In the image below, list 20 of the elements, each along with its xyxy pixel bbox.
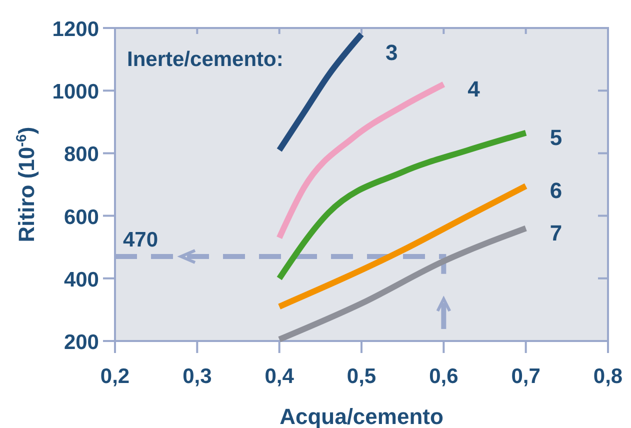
ref-line-label: 470	[123, 228, 158, 252]
y-tick-label: 400	[64, 268, 99, 292]
y-tick-label: 600	[64, 206, 99, 229]
series-label: 5	[550, 124, 562, 150]
y-tick-label: 800	[64, 143, 99, 166]
series-label: 7	[550, 220, 562, 246]
series-label: 3	[386, 40, 398, 65]
y-tick-label: 1200	[52, 18, 99, 41]
x-tick-label: 0,4	[264, 365, 294, 388]
x-tick-label: 0,7	[511, 365, 540, 388]
x-tick-label: 0,3	[182, 365, 212, 388]
y-tick-label: 200	[64, 331, 99, 354]
x-tick-label: 0,5	[346, 365, 376, 388]
x-tick-label: 0,2	[100, 365, 130, 388]
annotation: Inerte/cemento:	[127, 48, 284, 71]
x-tick-label: 0,8	[593, 365, 623, 388]
series-label: 4	[468, 76, 481, 102]
y-tick-label: 1000	[52, 80, 99, 104]
x-tick-label: 0,6	[429, 365, 458, 388]
series-label: 6	[550, 178, 562, 204]
